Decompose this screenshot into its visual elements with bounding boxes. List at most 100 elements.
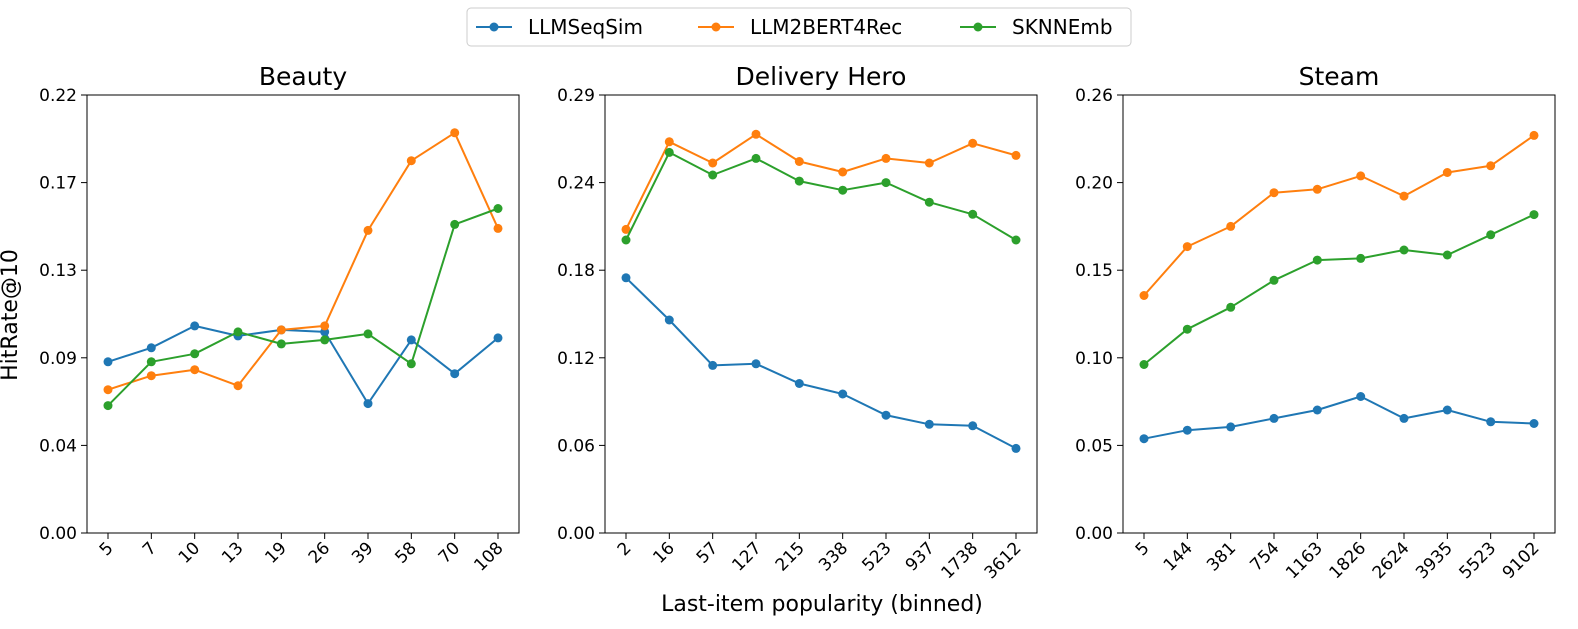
data-point xyxy=(924,158,934,168)
x-tick-label: 1826 xyxy=(1325,538,1370,583)
y-tick-label: 0.22 xyxy=(39,86,77,106)
data-point xyxy=(146,371,156,381)
x-tick-label: 754 xyxy=(1246,538,1283,575)
data-point xyxy=(621,235,631,245)
data-point xyxy=(1312,405,1322,415)
x-tick-label: 9102 xyxy=(1499,538,1544,583)
data-point xyxy=(1182,242,1192,252)
data-point xyxy=(406,156,416,166)
y-tick-label: 0.00 xyxy=(39,524,77,544)
data-point xyxy=(924,419,934,429)
data-point xyxy=(751,129,761,139)
legend: LLMSeqSim LLM2BERT4Rec SKNNEmb xyxy=(466,7,1132,47)
data-point xyxy=(1269,275,1279,285)
data-point xyxy=(881,178,891,188)
data-point xyxy=(1269,188,1279,198)
series-line-0 xyxy=(625,277,1017,450)
x-tick-label: 127 xyxy=(728,538,765,575)
data-point xyxy=(1356,253,1366,263)
y-tick-label: 0.18 xyxy=(557,261,595,281)
data-point xyxy=(1011,443,1021,453)
x-tick-label: 58 xyxy=(391,538,420,567)
x-tick-label: 523 xyxy=(858,538,895,575)
x-tick-label: 2624 xyxy=(1369,538,1414,583)
y-tick-label: 0.17 xyxy=(39,174,77,194)
data-point xyxy=(1139,360,1149,369)
x-tick-label: 7 xyxy=(139,538,161,560)
y-tick-label: 0.12 xyxy=(557,349,595,369)
data-point xyxy=(493,333,503,343)
data-point xyxy=(1399,191,1409,201)
axes-frame xyxy=(86,94,520,534)
data-point xyxy=(881,410,891,420)
data-point xyxy=(1356,171,1366,181)
data-point xyxy=(664,315,674,325)
data-point xyxy=(664,147,674,157)
data-point xyxy=(794,176,804,186)
data-point xyxy=(146,357,156,367)
legend-marker-1 xyxy=(711,22,721,32)
series-line-1 xyxy=(1143,134,1535,297)
data-point xyxy=(751,153,761,163)
y-tick-label: 0.24 xyxy=(557,174,595,194)
x-tick-label: 10 xyxy=(175,538,204,567)
data-point xyxy=(968,138,978,148)
legend-label-0: LLMSeqSim xyxy=(528,15,643,39)
series-line-1 xyxy=(107,131,499,391)
x-tick-label: 3935 xyxy=(1412,538,1457,583)
data-point xyxy=(924,197,934,207)
data-point xyxy=(708,360,718,370)
panel-beauty: Beauty 0.00 0.04 0.09 0.13 0.17 0.22 5 7 10 13 19 26… xyxy=(39,62,520,575)
x-tick-label: 338 xyxy=(815,538,852,575)
y-axis-label: HitRate@10 xyxy=(0,249,23,381)
x-tick-label: 5 xyxy=(1132,538,1154,560)
data-point xyxy=(794,157,804,166)
legend-label-1: LLM2BERT4Rec xyxy=(750,15,902,39)
series-line-0 xyxy=(1143,395,1535,440)
x-tick-label: 5 xyxy=(96,538,118,560)
data-point xyxy=(621,273,631,283)
x-tick-label: 381 xyxy=(1203,538,1240,575)
y-tick-label: 0.00 xyxy=(557,524,595,544)
data-point xyxy=(838,389,848,399)
data-point xyxy=(1529,419,1539,428)
data-point xyxy=(838,167,848,177)
data-point xyxy=(1182,425,1192,435)
y-tick-label: 0.26 xyxy=(1075,86,1113,106)
data-point xyxy=(881,153,891,163)
data-point xyxy=(233,381,243,391)
x-tick-label: 1163 xyxy=(1282,538,1327,583)
series-line-1 xyxy=(625,133,1017,230)
data-point xyxy=(1442,168,1452,177)
data-point xyxy=(493,204,503,213)
x-tick-label: 19 xyxy=(261,538,290,567)
data-point xyxy=(450,369,460,379)
data-point xyxy=(1226,422,1236,432)
data-point xyxy=(794,379,804,388)
x-tick-label: 3612 xyxy=(981,538,1026,583)
data-point xyxy=(190,321,200,331)
axes-frame xyxy=(1122,94,1556,534)
data-point xyxy=(968,421,978,431)
data-point xyxy=(838,185,848,195)
data-point xyxy=(363,329,373,339)
data-point xyxy=(103,357,113,367)
legend-marker-2 xyxy=(973,22,983,32)
data-point xyxy=(1399,245,1409,255)
data-point xyxy=(493,223,503,233)
data-point xyxy=(363,225,373,235)
data-point xyxy=(1139,434,1149,444)
panel-title: Steam xyxy=(1299,62,1380,91)
y-tick-label: 0.09 xyxy=(39,349,77,369)
data-point xyxy=(276,325,286,335)
legend-frame xyxy=(466,7,1132,47)
data-point xyxy=(103,385,113,395)
y-tick-label: 0.13 xyxy=(39,261,77,281)
x-tick-label: 2 xyxy=(614,538,636,560)
data-point xyxy=(751,359,761,369)
series-line-0 xyxy=(107,324,499,405)
x-tick-label: 16 xyxy=(649,538,678,567)
data-point xyxy=(1529,130,1539,140)
x-tick-label: 108 xyxy=(470,538,507,575)
